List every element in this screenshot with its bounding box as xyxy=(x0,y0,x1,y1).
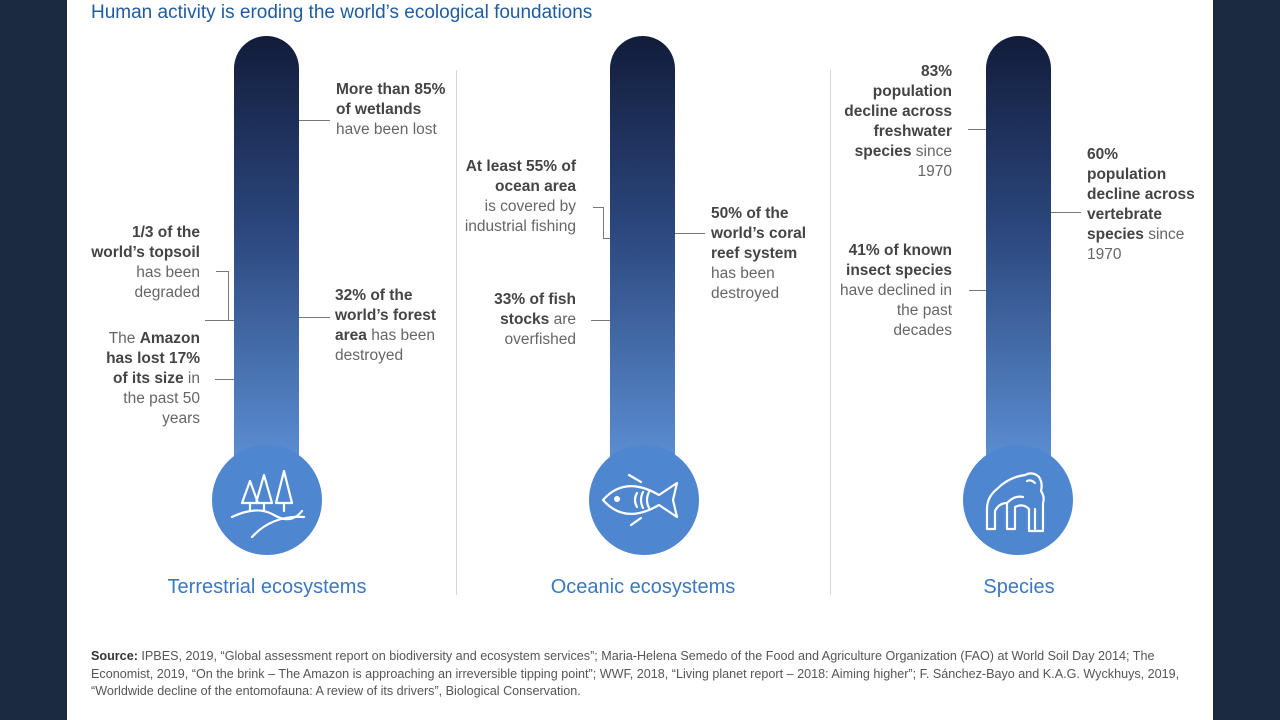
amazon-tick xyxy=(215,379,234,380)
amazon-note: The Amazon has lost 17% of its size in t… xyxy=(94,329,200,429)
coral-note: 50% of the world’s coral reef system has… xyxy=(711,204,826,304)
forest-tick xyxy=(299,317,330,318)
vertebrate-note: 60% population decline across vertebrate… xyxy=(1087,145,1199,265)
source-text: IPBES, 2019, “Global assessment report o… xyxy=(91,649,1180,698)
coral-bold: 50% of the world’s coral reef system xyxy=(711,205,807,262)
ocean-area-note: At least 55% of ocean area is covered by… xyxy=(458,157,576,237)
oceanic-label: Oceanic ecosystems xyxy=(550,576,736,598)
insect-rest: have declined in the past decades xyxy=(839,282,952,339)
amazon-pre: The xyxy=(108,330,140,347)
topsoil-bold: 1/3 of the world’s topsoil xyxy=(91,224,200,261)
coral-rest: has been destroyed xyxy=(711,265,780,302)
wetlands-rest: have been lost xyxy=(336,121,437,138)
vertebrate-tick xyxy=(1051,212,1081,213)
fish-stocks-note: 33% of fish stocks are overfished xyxy=(466,290,576,350)
terrestrial-thermometer xyxy=(234,36,299,460)
species-label: Species xyxy=(983,576,1055,598)
topsoil-bracket xyxy=(228,271,229,320)
terrestrial-label: Terrestrial ecosystems xyxy=(167,576,367,598)
freshwater-note: 83% population decline across freshwater… xyxy=(838,62,952,182)
ocean-area-bold: At least 55% of ocean area xyxy=(465,158,576,195)
amazon-rest: in the past 50 years xyxy=(123,370,200,427)
forest-bold: 32% of the world’s forest area xyxy=(335,287,437,344)
source-note: Source: IPBES, 2019, “Global assessment … xyxy=(91,648,1191,701)
ocean-area-tick-top xyxy=(593,207,603,208)
forest-rest: has been destroyed xyxy=(335,327,435,364)
forest-note: 32% of the world’s forest area has been … xyxy=(335,286,450,366)
fish-stocks-bold: 33% of fish stocks xyxy=(494,291,576,328)
freshwater-bold: 83% population decline across freshwater… xyxy=(844,63,952,160)
oceanic-thermometer xyxy=(610,36,675,460)
vertebrate-bold: 60% population decline across vertebrate… xyxy=(1087,146,1195,243)
amazon-bold: Amazon has lost 17% of its size xyxy=(106,330,200,387)
topsoil-note: 1/3 of the world’s topsoil has been degr… xyxy=(84,223,200,303)
gorilla-icon xyxy=(985,472,1045,533)
fish-stocks-tick xyxy=(591,320,610,321)
source-label: Source: xyxy=(91,649,138,663)
insect-note: 41% of known insect species have decline… xyxy=(838,241,952,341)
insect-bold: 41% of known insect species xyxy=(846,242,952,279)
divider-2 xyxy=(830,70,831,595)
fish-stocks-rest: are overfished xyxy=(504,311,576,348)
freshwater-rest: since 1970 xyxy=(911,143,952,180)
topsoil-rest: has been degraded xyxy=(134,264,200,301)
oceanic-bulb xyxy=(589,445,699,555)
fish-icon xyxy=(601,473,679,527)
topsoil-tick-bottom xyxy=(205,320,234,321)
trees-icon xyxy=(230,469,306,539)
page-title: Human activity is eroding the world’s ec… xyxy=(91,2,593,23)
terrestrial-bulb xyxy=(212,445,322,555)
ocean-area-bracket xyxy=(603,207,604,238)
species-thermometer xyxy=(986,36,1051,460)
wetlands-bold: More than 85% of wetlands xyxy=(336,81,446,118)
divider-1 xyxy=(456,70,457,595)
wetlands-tick xyxy=(299,120,330,121)
insect-tick xyxy=(969,290,986,291)
topsoil-tick-top xyxy=(216,271,228,272)
ocean-area-rest: is covered by industrial fishing xyxy=(464,198,576,235)
species-bulb xyxy=(963,445,1073,555)
vertebrate-rest: since 1970 xyxy=(1087,226,1185,263)
coral-tick xyxy=(675,233,705,234)
wetlands-note: More than 85% of wetlands have been lost xyxy=(336,80,456,140)
freshwater-tick xyxy=(968,129,986,130)
ocean-area-tick-bottom xyxy=(603,238,610,239)
